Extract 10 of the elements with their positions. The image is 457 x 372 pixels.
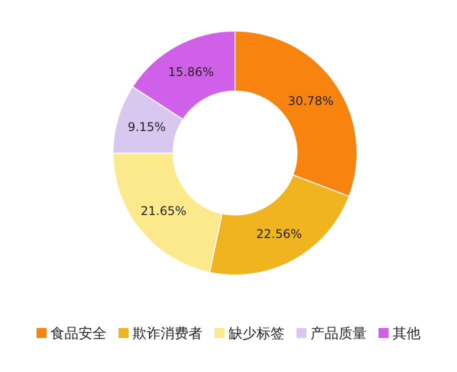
legend-label: 产品质量 [310,326,366,342]
legend-label: 欺诈消费者 [132,326,202,342]
data-label: 15.86% [168,65,214,80]
data-label: 30.78% [288,94,334,108]
legend-label: 缺少标签 [228,326,284,342]
data-label: 22.56% [256,226,302,241]
legend-label: 其他 [392,326,420,342]
legend-label: 食品安全 [50,326,106,342]
data-label: 9.15% [128,120,166,134]
data-label: 21.65% [140,204,186,218]
